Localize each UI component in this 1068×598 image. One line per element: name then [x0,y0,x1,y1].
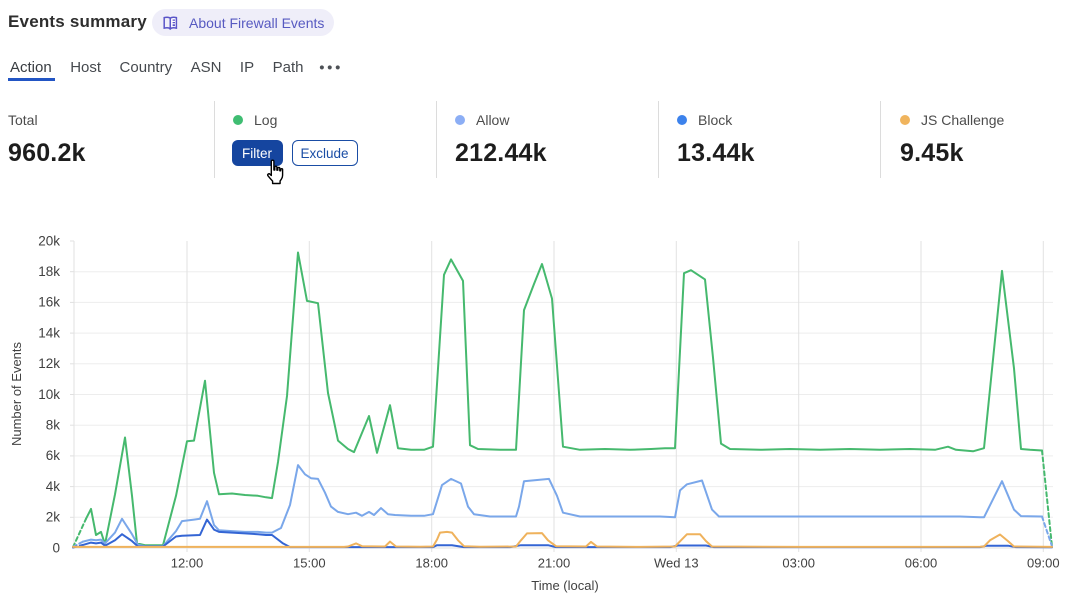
svg-text:6k: 6k [46,448,61,463]
svg-text:0: 0 [52,540,60,555]
svg-text:18:00: 18:00 [415,556,448,571]
svg-text:21:00: 21:00 [538,556,571,571]
svg-text:Time (local): Time (local) [531,578,598,593]
svg-text:Wed 13: Wed 13 [654,556,699,571]
svg-text:2k: 2k [46,510,61,525]
svg-text:20k: 20k [38,233,60,248]
svg-text:10k: 10k [38,387,60,402]
svg-text:12:00: 12:00 [171,556,204,571]
svg-text:09:00: 09:00 [1027,556,1060,571]
svg-text:16k: 16k [38,295,60,310]
svg-text:8k: 8k [46,418,61,433]
svg-text:06:00: 06:00 [905,556,938,571]
svg-text:15:00: 15:00 [293,556,326,571]
svg-text:4k: 4k [46,479,61,494]
svg-text:Number of Events: Number of Events [9,341,24,446]
svg-text:14k: 14k [38,325,60,340]
svg-text:03:00: 03:00 [782,556,815,571]
svg-text:18k: 18k [38,264,60,279]
svg-text:12k: 12k [38,356,60,371]
